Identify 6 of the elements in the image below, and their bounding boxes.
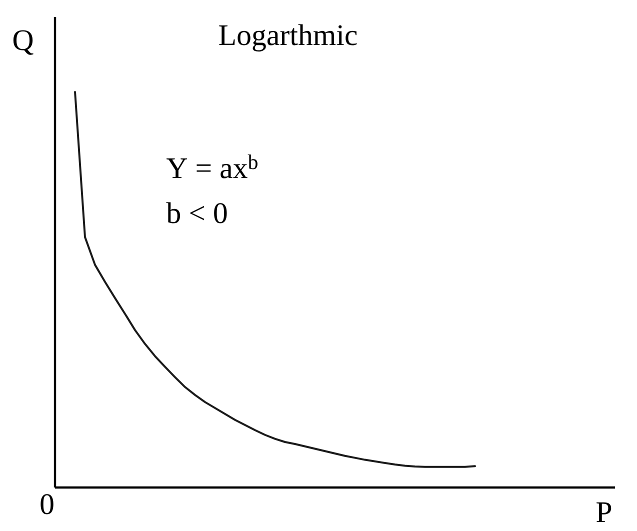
annotation: Y = ax$^{b}$ (166, 154, 258, 178)
x-axis-title: P (596, 502, 612, 522)
y-axis-title: Q (13, 30, 34, 55)
text: 0 (40, 494, 54, 514)
annotation: b < 0 (166, 202, 227, 224)
chart-title: Logarthmic (219, 24, 357, 52)
